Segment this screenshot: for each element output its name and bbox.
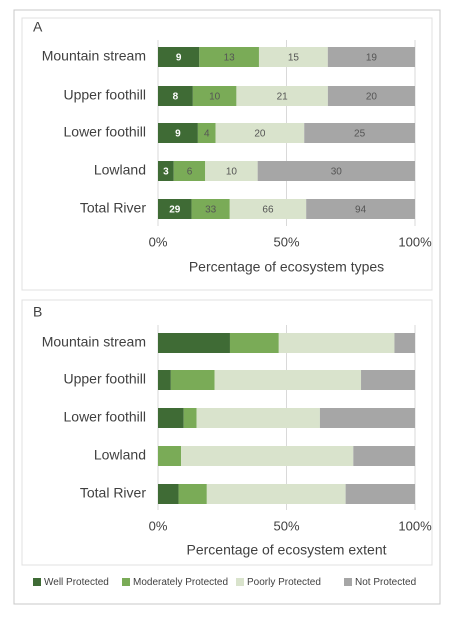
bar-segment <box>158 123 198 143</box>
y-tick-label: Total River <box>80 200 146 216</box>
y-tick-label: Lower foothill <box>64 124 147 140</box>
data-label: 25 <box>354 129 366 140</box>
bar-segment <box>215 123 305 143</box>
bar-segment <box>304 123 415 143</box>
legend-swatch <box>236 578 244 586</box>
bar-segment <box>361 370 415 390</box>
bar-segment <box>158 333 230 353</box>
x-tick-label: 50% <box>273 234 299 249</box>
panel-label: B <box>33 304 42 320</box>
data-label: 3 <box>163 167 169 178</box>
bar-segment <box>327 47 415 67</box>
x-tick-label: 0% <box>149 518 168 533</box>
bar-segment <box>158 161 174 181</box>
bar-segment <box>192 86 237 106</box>
y-tick-label: Mountain stream <box>42 334 146 350</box>
data-label: 13 <box>224 53 236 64</box>
bar-segment <box>183 408 197 428</box>
y-tick-label: Mountain stream <box>42 48 146 64</box>
bar-segment <box>173 161 206 181</box>
bar-segment <box>191 199 230 219</box>
y-tick-label: Lowland <box>94 162 146 178</box>
y-tick-label: Total River <box>80 485 146 501</box>
legend-label: Not Protected <box>355 577 416 588</box>
bar-segment <box>229 333 279 353</box>
legend-swatch <box>344 578 352 586</box>
bar-segment <box>170 370 215 390</box>
bar-segment <box>278 333 395 353</box>
data-label: 66 <box>262 205 274 216</box>
legend-swatch <box>122 578 130 586</box>
y-tick-label: Lower foothill <box>64 409 147 425</box>
data-label: 33 <box>205 205 217 216</box>
bar-segment <box>205 161 258 181</box>
bar-segment <box>353 446 415 466</box>
x-axis-title: Percentage of ecosystem types <box>189 259 384 275</box>
bar-segment <box>158 86 193 106</box>
bar-segment <box>327 86 415 106</box>
data-label: 6 <box>187 167 193 178</box>
bar-segment <box>178 484 207 504</box>
bar-segment <box>197 123 216 143</box>
bar-segment <box>206 484 346 504</box>
bar-segment <box>158 199 192 219</box>
bar-segment <box>199 47 259 67</box>
bar-segment <box>158 47 200 67</box>
bar-segment <box>306 199 415 219</box>
data-label: 9 <box>175 129 181 140</box>
legend-label: Well Protected <box>44 577 109 588</box>
bar-segment <box>258 47 328 67</box>
y-tick-label: Upper foothill <box>64 87 147 103</box>
x-tick-label: 0% <box>149 234 168 249</box>
bar-segment <box>236 86 328 106</box>
data-label: 8 <box>173 92 179 103</box>
bar-segment <box>229 199 307 219</box>
data-label: 10 <box>226 167 238 178</box>
legend-label: Poorly Protected <box>247 577 321 588</box>
panel-label: A <box>33 19 43 35</box>
data-label: 20 <box>254 129 266 140</box>
x-tick-label: 50% <box>273 518 299 533</box>
bar-segment <box>394 333 415 353</box>
bar-segment <box>257 161 415 181</box>
bar-segment <box>319 408 415 428</box>
y-tick-label: Lowland <box>94 447 146 463</box>
data-label: 19 <box>366 53 378 64</box>
data-label: 21 <box>277 92 289 103</box>
x-axis-title: Percentage of ecosystem extent <box>187 542 387 558</box>
bar-segment <box>158 484 179 504</box>
x-tick-label: 100% <box>398 518 432 533</box>
bar-segment <box>196 408 320 428</box>
bar-segment <box>345 484 415 504</box>
data-label: 15 <box>288 53 300 64</box>
data-label: 10 <box>209 92 221 103</box>
bar-segment <box>158 408 184 428</box>
x-tick-label: 100% <box>398 234 432 249</box>
legend-swatch <box>33 578 41 586</box>
bar-segment <box>181 446 354 466</box>
data-label: 20 <box>366 92 378 103</box>
y-tick-label: Upper foothill <box>64 371 147 387</box>
bar-segment <box>214 370 362 390</box>
bar-segment <box>158 370 171 390</box>
bar-segment <box>158 446 182 466</box>
data-label: 4 <box>204 129 210 140</box>
data-label: 30 <box>331 167 343 178</box>
data-label: 9 <box>176 53 182 64</box>
legend-label: Moderately Protected <box>133 577 228 588</box>
data-label: 94 <box>355 205 367 216</box>
data-label: 29 <box>169 205 181 216</box>
